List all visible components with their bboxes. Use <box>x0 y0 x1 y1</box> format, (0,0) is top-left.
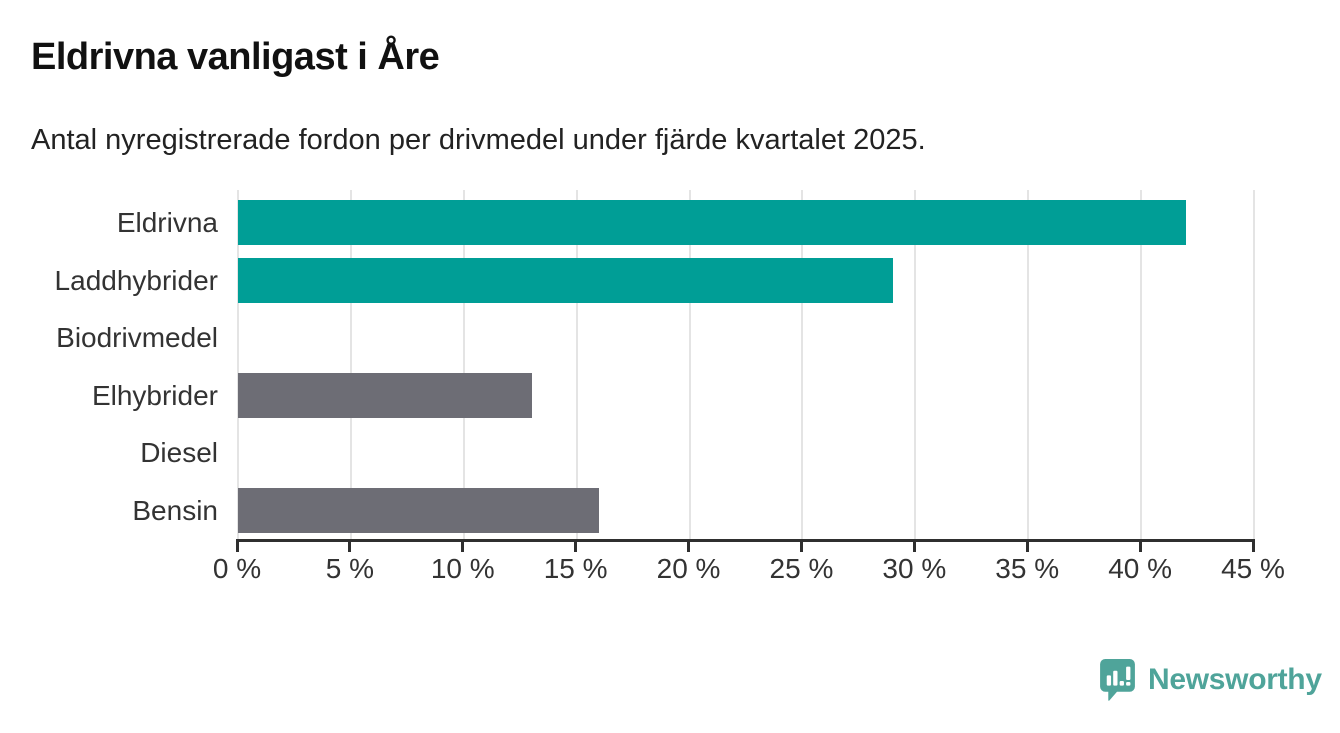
gridline-30 <box>914 190 917 539</box>
x-tick-mark-10 <box>461 539 465 552</box>
bar-elhybrider <box>238 372 532 418</box>
x-tick-label-15: 15 % <box>543 553 608 584</box>
x-axis-line <box>237 539 1254 542</box>
newsworthy-logo-icon <box>1100 659 1135 701</box>
x-tick-mark-15 <box>574 539 578 552</box>
chart-title: Eldrivna vanligast i Åre <box>31 36 440 78</box>
bar-eldrivna <box>238 200 1187 245</box>
x-tick-mark-25 <box>799 539 803 552</box>
bar-laddhybrider <box>238 257 893 303</box>
category-label-laddhybrider: Laddhybrider <box>54 264 218 296</box>
x-tick-mark-0 <box>235 539 239 552</box>
x-tick-label-0: 0 % <box>212 553 262 584</box>
gridline-15 <box>575 190 578 539</box>
x-tick-mark-45 <box>1251 539 1255 552</box>
gridline-20 <box>688 190 691 539</box>
x-tick-label-30: 30 % <box>882 553 947 584</box>
x-tick-label-25: 25 % <box>769 553 834 584</box>
x-tick-label-5: 5 % <box>325 553 374 584</box>
category-label-bensin: Bensin <box>132 494 218 526</box>
category-label-elhybrider: Elhybrider <box>91 379 218 411</box>
gridline-5 <box>349 190 352 539</box>
newsworthy-logo-text: Newsworthy <box>1148 663 1322 696</box>
x-tick-mark-20 <box>687 539 691 552</box>
chart-subtitle: Antal nyregistrerade fordon per drivmede… <box>31 124 926 156</box>
gridline-0 <box>237 190 239 539</box>
gridline-40 <box>1140 190 1143 539</box>
gridline-45 <box>1253 190 1255 539</box>
gridline-10 <box>462 190 465 539</box>
x-tick-label-35: 35 % <box>995 553 1060 584</box>
x-tick-label-10: 10 % <box>430 553 495 584</box>
x-tick-label-40: 40 % <box>1108 553 1173 584</box>
gridline-25 <box>801 190 804 539</box>
x-tick-label-20: 20 % <box>656 553 721 584</box>
branding: Newsworthy <box>1100 659 1322 701</box>
category-label-biodrivmedel: Biodrivmedel <box>56 322 218 353</box>
category-label-eldrivna: Eldrivna <box>116 207 218 238</box>
x-tick-mark-30 <box>912 539 916 552</box>
x-tick-mark-35 <box>1025 539 1029 552</box>
x-tick-mark-5 <box>348 539 352 552</box>
x-tick-label-45: 45 % <box>1221 553 1285 584</box>
gridline-35 <box>1027 190 1030 539</box>
category-label-diesel: Diesel <box>140 437 218 468</box>
x-tick-mark-40 <box>1138 539 1142 552</box>
bar-bensin <box>238 487 600 533</box>
plot-area <box>237 190 1255 539</box>
